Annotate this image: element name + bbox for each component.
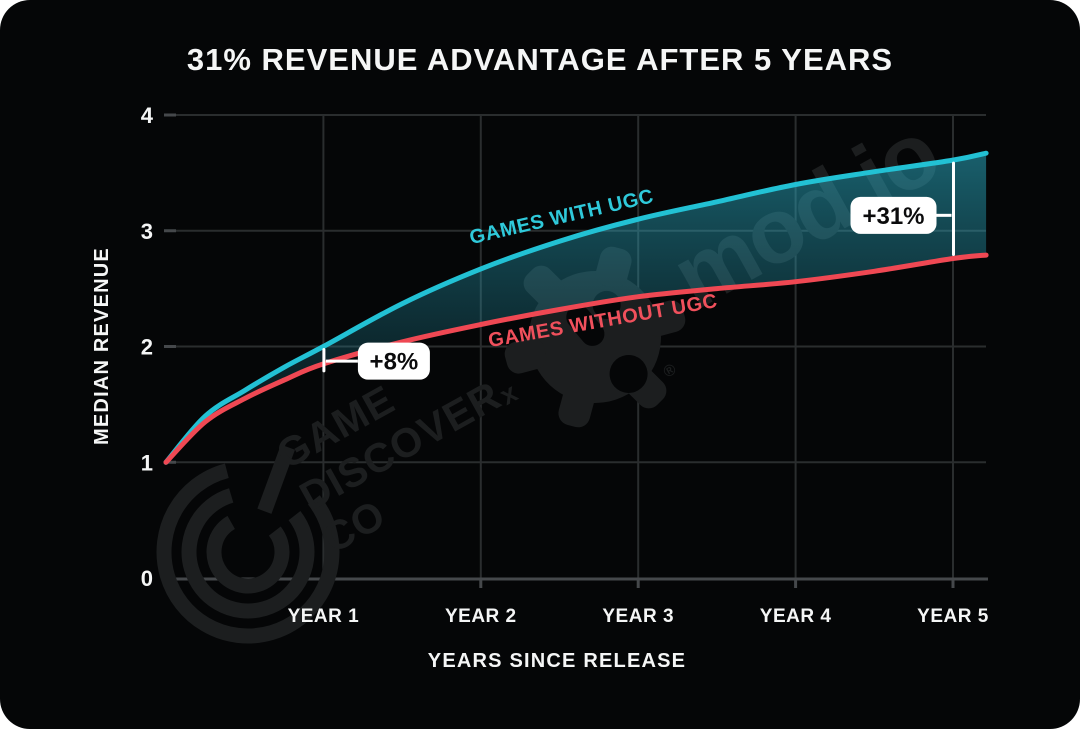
delta-badge-label: +31% [862,203,924,230]
y-tick-label: 3 [141,219,153,244]
x-tick-label: YEAR 2 [445,606,517,627]
delta-badge [357,342,430,380]
delta-badge-label: +8% [370,349,419,376]
delta-badge [850,196,937,234]
registered-trademark-symbol: ® [661,361,680,382]
line-games-without-ugc [163,252,989,465]
x-axis-title: YEARS SINCE RELEASE [428,650,686,672]
x-tick-label: YEAR 5 [917,606,989,627]
annotations: +8% +31% [322,161,955,380]
y-tick-label: 1 [141,450,153,475]
chart-title: 31% REVENUE ADVANTAGE AFTER 5 YEARS [186,42,894,77]
y-tick-label: 0 [141,566,153,591]
y-axis-title: MEDIAN REVENUE [91,247,113,445]
axis-tick-labels: 0 1 2 3 4 YEAR 1 YEAR 2 YEAR 3 YEAR 4 YEAR 5 [141,103,989,627]
gamediscoverco-logo-icon [156,444,340,644]
x-tick-label: YEAR 1 [288,606,360,627]
x-tick-label: YEAR 4 [760,606,832,627]
line-games-with-ugc [163,150,989,465]
series-gap-fill [166,153,987,463]
x-tick-label: YEAR 3 [602,606,674,627]
y-tick-label: 4 [141,103,154,128]
y-tick-label: 2 [141,335,153,360]
